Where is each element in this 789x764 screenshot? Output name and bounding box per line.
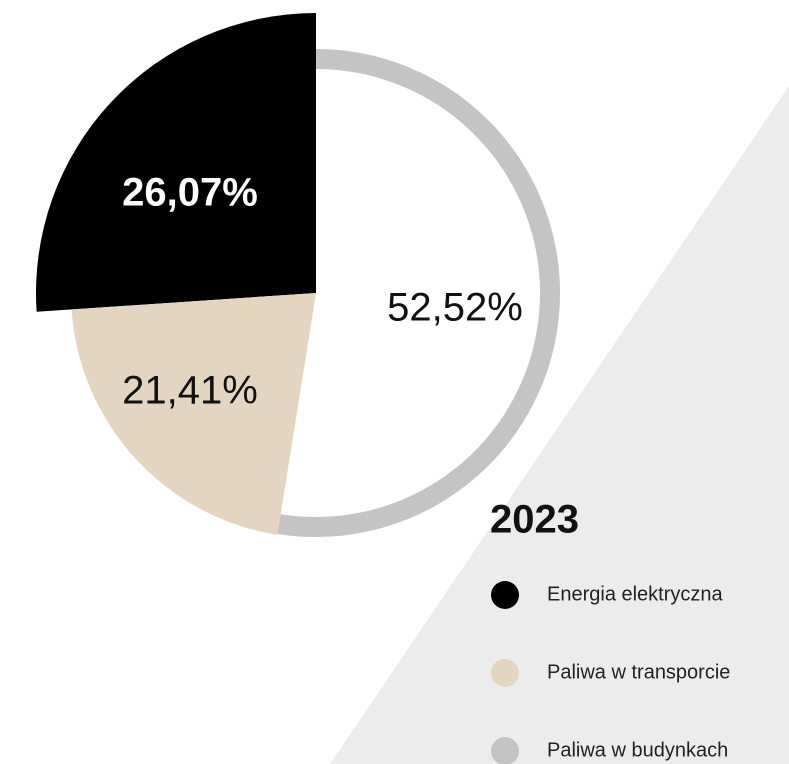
legend-swatch — [491, 581, 519, 609]
legend-swatch — [491, 659, 519, 687]
legend-label: Paliwa w transporcie — [547, 661, 730, 683]
data-label: 21,41% — [122, 369, 258, 413]
chart-title: 2023 — [490, 498, 579, 542]
legend-label: Energia elektryczna — [547, 583, 724, 605]
pie-slice — [71, 293, 317, 535]
data-label: 52,52% — [387, 286, 523, 330]
legend-swatch — [491, 737, 519, 764]
legend-label: Paliwa w budynkach — [547, 739, 728, 761]
pie-slice — [35, 13, 316, 312]
pie-slice — [277, 49, 560, 537]
data-label: 26,07% — [122, 171, 258, 215]
pie — [35, 13, 560, 537]
legend: Energia elektryczna Paliwa w transporcie P… — [491, 581, 730, 764]
background-shape — [330, 86, 789, 764]
